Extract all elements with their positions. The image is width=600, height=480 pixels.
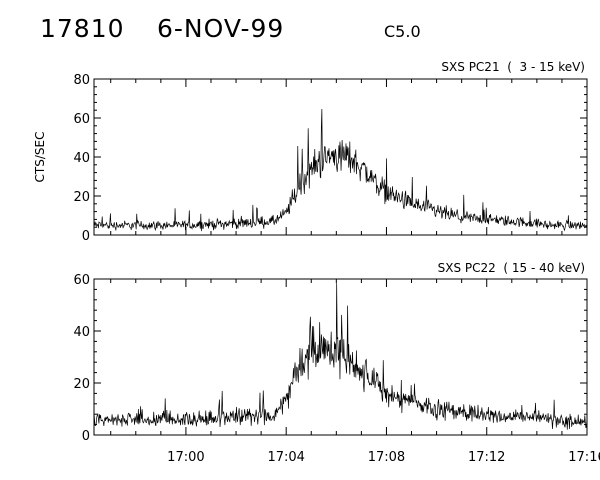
y-ticks: 0 20 40 60 — [73, 273, 587, 444]
y-tick-label: 40 — [73, 325, 90, 340]
y-tick-label: 0 — [82, 429, 90, 444]
x-ticks: 17:00 17:04 17:08 17:12 17:16 — [110, 279, 600, 465]
event-date: 6-NOV-99 — [157, 14, 285, 43]
event-id: 17810 — [40, 14, 125, 43]
x-tick-label: 17:12 — [468, 450, 505, 465]
y-tick-label: 40 — [73, 151, 90, 166]
flare-class: C5.0 — [384, 22, 421, 41]
y-ticks: 0 20 40 60 80 — [73, 73, 587, 244]
y-tick-label: 20 — [73, 377, 90, 392]
panel-pc21: SXS PC21 ( 3 - 15 keV) CTS/SEC 0 20 40 60 80 — [33, 60, 588, 244]
x-ticks — [110, 79, 588, 235]
x-tick-label: 17:16 — [568, 450, 600, 465]
x-tick-label: 17:04 — [267, 450, 304, 465]
y-tick-label: 60 — [73, 273, 90, 288]
series-line — [93, 283, 588, 430]
y-tick-label: 0 — [82, 229, 90, 244]
y-tick-label: 80 — [73, 73, 90, 88]
x-tick-label: 17:08 — [368, 450, 405, 465]
panel-title: SXS PC22 ( 15 - 40 keV) — [438, 261, 585, 275]
panel-title: SXS PC21 ( 3 - 15 keV) — [441, 60, 585, 74]
y-axis-label: CTS/SEC — [33, 132, 47, 183]
series-line — [93, 109, 588, 232]
y-tick-label: 60 — [73, 112, 90, 127]
x-tick-label: 17:00 — [167, 450, 204, 465]
y-tick-label: 20 — [73, 190, 90, 205]
plot-frame — [93, 278, 588, 436]
